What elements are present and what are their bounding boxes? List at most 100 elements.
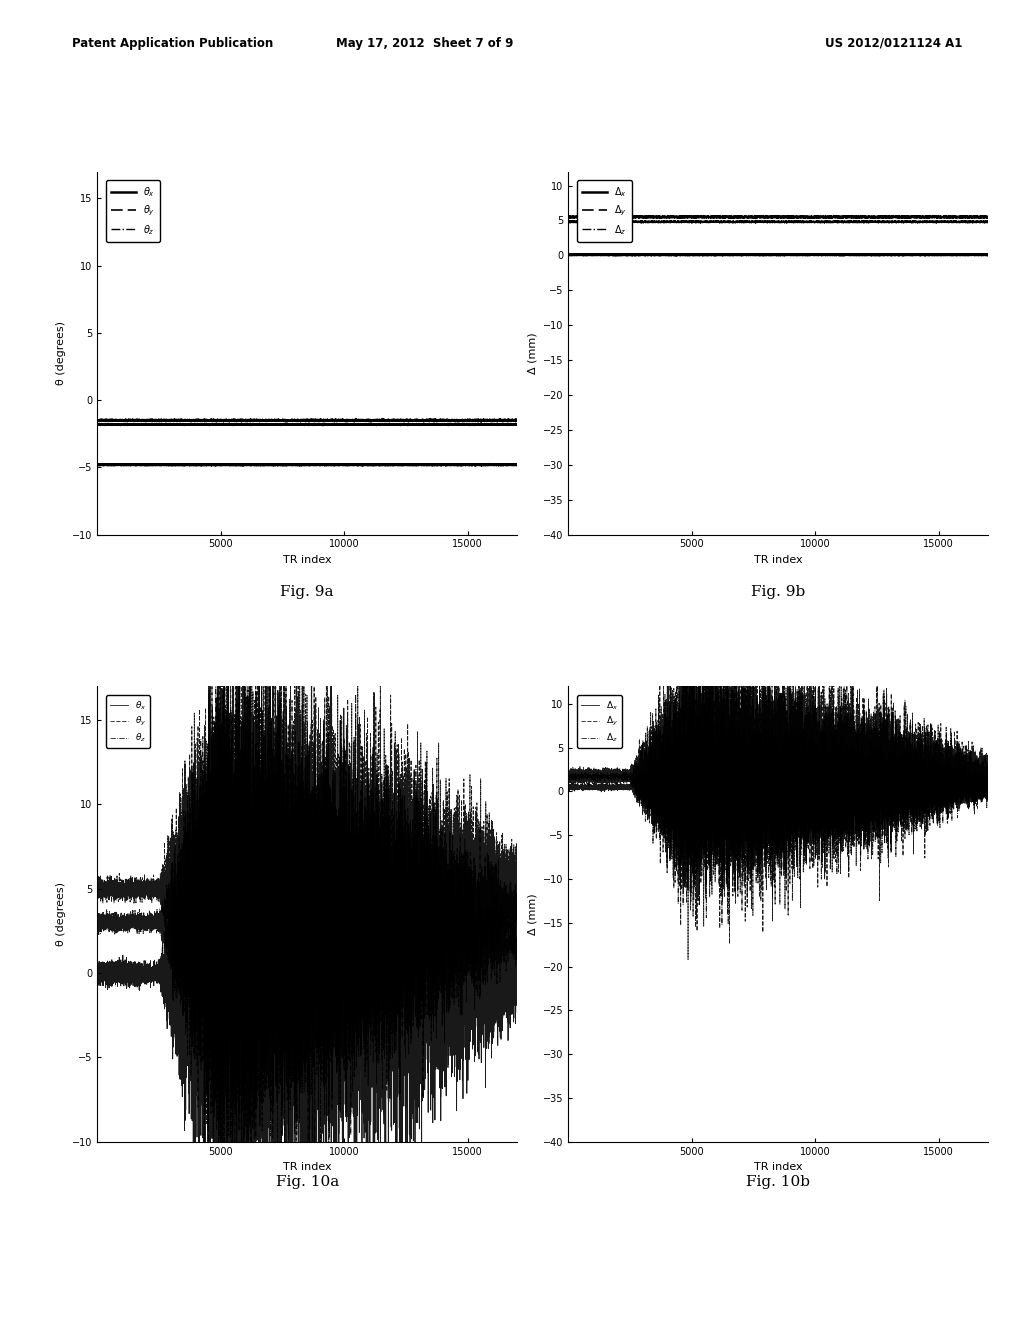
Text: Fig. 10a: Fig. 10a: [275, 1175, 339, 1189]
$\Delta_x$: [682, 883, 694, 899]
Line: $\Delta_z$: $\Delta_z$: [568, 220, 988, 223]
$\Delta_x$: [611, 779, 624, 795]
Legend: $\Delta_x$, $\Delta_y$, $\Delta_z$: $\Delta_x$, $\Delta_y$, $\Delta_z$: [578, 180, 632, 242]
$\theta_x$: [140, 977, 153, 993]
$\theta_y$: [91, 413, 103, 429]
$\Delta_z$: [716, 917, 728, 933]
$\theta_y$: [418, 412, 430, 428]
X-axis label: TR index: TR index: [754, 554, 803, 565]
$\theta_z$: [367, 416, 379, 432]
$\Delta_x$: [889, 247, 901, 263]
$\theta_y$: [374, 412, 386, 428]
$\theta_z$: [511, 417, 523, 433]
$\theta_x$: [471, 457, 483, 473]
$\theta_y$: [221, 1250, 233, 1266]
$\theta_z$: [418, 417, 430, 433]
$\Delta_y$: [845, 742, 857, 758]
$\Delta_x$: [845, 760, 857, 776]
$\Delta_y$: [728, 834, 740, 850]
$\theta_z$: [330, 418, 342, 434]
$\Delta_x$: [562, 247, 574, 263]
$\Delta_z$: [889, 214, 901, 230]
$\theta_x$: [471, 932, 483, 948]
$\Delta_x$: [982, 780, 994, 796]
$\Delta_y$: [611, 210, 624, 226]
Line: $\theta_z$: $\theta_z$: [97, 511, 517, 1199]
$\Delta_z$: [838, 214, 850, 230]
$\Delta_y$: [889, 210, 901, 226]
Line: $\Delta_z$: $\Delta_z$: [568, 620, 988, 925]
$\theta_y$: [257, 412, 269, 428]
$\Delta_z$: [889, 752, 901, 768]
Legend: $\theta_x$, $\theta_y$, $\theta_z$: $\theta_x$, $\theta_y$, $\theta_z$: [106, 180, 160, 242]
$\theta_y$: [218, 556, 230, 572]
$\theta_y$: [471, 412, 483, 428]
$\theta_y$: [418, 908, 430, 924]
Line: $\theta_y$: $\theta_y$: [97, 418, 517, 422]
$\Delta_z$: [608, 213, 621, 228]
Text: Fig. 10b: Fig. 10b: [746, 1175, 810, 1189]
$\Delta_z$: [982, 214, 994, 230]
$\theta_y$: [374, 908, 386, 924]
$\Delta_y$: [845, 210, 857, 226]
$\theta_x$: [367, 933, 379, 949]
$\Delta_x$: [728, 779, 740, 795]
$\theta_y$: [137, 411, 150, 426]
Line: $\Delta_y$: $\Delta_y$: [568, 215, 988, 219]
$\theta_z$: [140, 416, 153, 432]
$\Delta_x$: [982, 247, 994, 263]
$\theta_z$: [281, 414, 293, 430]
$\theta_z$: [374, 417, 386, 433]
$\Delta_x$: [728, 247, 740, 263]
$\Delta_x$: [889, 752, 901, 768]
$\Delta_y$: [682, 952, 694, 968]
X-axis label: TR index: TR index: [283, 1162, 332, 1172]
$\Delta_z$: [838, 792, 850, 808]
$\theta_z$: [140, 909, 153, 925]
$\theta_z$: [418, 995, 430, 1011]
$\Delta_y$: [838, 210, 850, 226]
$\Delta_z$: [818, 215, 830, 231]
Line: $\theta_y$: $\theta_y$: [97, 564, 517, 1258]
Text: May 17, 2012  Sheet 7 of 9: May 17, 2012 Sheet 7 of 9: [336, 37, 514, 50]
Text: Patent Application Publication: Patent Application Publication: [72, 37, 273, 50]
$\Delta_x$: [562, 779, 574, 795]
$\theta_z$: [471, 888, 483, 904]
Y-axis label: Δ (mm): Δ (mm): [527, 894, 538, 935]
$\theta_z$: [232, 503, 245, 519]
$\Delta_y$: [678, 207, 690, 223]
Line: $\theta_x$: $\theta_x$: [97, 461, 517, 1320]
Line: $\theta_z$: $\theta_z$: [97, 422, 517, 426]
$\Delta_x$: [838, 247, 850, 263]
$\theta_y$: [511, 891, 523, 907]
Y-axis label: Δ (mm): Δ (mm): [527, 333, 538, 374]
$\Delta_x$: [942, 784, 954, 800]
Line: $\Delta_y$: $\Delta_y$: [568, 597, 988, 960]
$\theta_x$: [257, 911, 269, 927]
$\Delta_z$: [681, 612, 693, 628]
$\theta_x$: [418, 457, 430, 473]
$\theta_x$: [367, 457, 379, 473]
$\theta_x$: [374, 457, 386, 473]
X-axis label: TR index: TR index: [283, 554, 332, 565]
$\Delta_x$: [703, 672, 716, 688]
$\Delta_x$: [838, 799, 850, 814]
$\theta_y$: [367, 412, 379, 428]
$\Delta_y$: [750, 211, 762, 227]
$\Delta_y$: [728, 209, 740, 224]
$\theta_x$: [511, 457, 523, 473]
Text: Fig. 9a: Fig. 9a: [281, 585, 334, 599]
$\theta_y$: [511, 412, 523, 428]
$\Delta_z$: [562, 771, 574, 787]
$\theta_x$: [333, 457, 345, 473]
$\theta_z$: [91, 416, 103, 432]
$\Delta_x$: [607, 247, 620, 263]
$\Delta_z$: [845, 706, 857, 722]
$\Delta_y$: [611, 766, 624, 781]
$\theta_x$: [511, 969, 523, 985]
$\Delta_y$: [942, 796, 954, 812]
$\Delta_z$: [942, 214, 954, 230]
$\theta_y$: [140, 875, 153, 891]
$\Delta_y$: [562, 210, 574, 226]
$\theta_y$: [140, 413, 153, 429]
